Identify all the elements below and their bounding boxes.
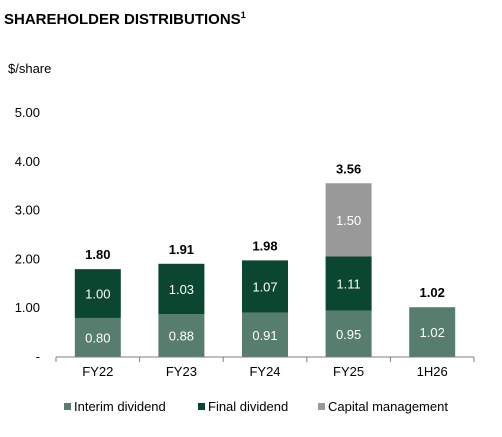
bar-segment xyxy=(325,183,372,257)
bars: 0.80 1.00 1.80 0.88 1.03 1.91 0.91 1.07 1.98 0.95… xyxy=(74,161,456,357)
bar-segment xyxy=(158,314,205,357)
y-tick-label: 3.00 xyxy=(15,203,40,218)
legend-swatch xyxy=(198,403,205,410)
y-tick-label: - xyxy=(36,349,40,364)
bar-segment xyxy=(74,317,121,357)
chart-title: SHAREHOLDER DISTRIBUTIONS1 xyxy=(4,10,246,28)
bar-segment-label: 0.91 xyxy=(252,328,277,343)
legend-label: Final dividend xyxy=(208,399,288,414)
bar-total-label: 1.02 xyxy=(420,285,445,300)
bar-segment-label: 1.07 xyxy=(252,279,277,294)
y-axis-unit-label: $/share xyxy=(8,61,51,76)
bar-segment xyxy=(74,269,121,318)
y-tick-label: 5.00 xyxy=(15,105,40,120)
bar-segment xyxy=(409,307,456,357)
bar-total-label: 3.56 xyxy=(336,161,361,176)
bar-segment-label: 0.80 xyxy=(85,330,110,345)
y-tick-label: 1.00 xyxy=(15,300,40,315)
legend: Interim dividend Final dividend Capital ma… xyxy=(64,399,448,414)
y-axis-ticks: - 1.00 2.00 3.00 4.00 5.00 xyxy=(15,105,40,364)
bar-segment xyxy=(325,256,372,311)
x-tick-label: FY24 xyxy=(249,364,280,379)
bar-segment-label: 1.02 xyxy=(420,325,445,340)
bar-segment-label: 1.11 xyxy=(336,277,360,292)
bar-total-label: 1.80 xyxy=(85,247,110,262)
bar-segment-label: 1.50 xyxy=(336,213,361,228)
bar-segment xyxy=(325,310,372,357)
chart-title-text: SHAREHOLDER DISTRIBUTIONS xyxy=(4,11,241,28)
legend-label: Capital management xyxy=(328,399,448,414)
bar-total-label: 1.98 xyxy=(252,238,277,253)
x-tick-label: FY22 xyxy=(82,364,113,379)
bar-segment-label: 0.95 xyxy=(336,327,361,342)
chart-title-footnote: 1 xyxy=(241,10,246,20)
legend-swatch xyxy=(64,403,71,410)
bar-segment-label: 1.00 xyxy=(85,287,110,302)
y-tick-label: 4.00 xyxy=(15,154,40,169)
x-tick-label: FY23 xyxy=(166,364,197,379)
bar-segment-label: 1.03 xyxy=(169,282,194,297)
bar-segment xyxy=(158,263,205,315)
x-axis: FY22 FY23 FY24 FY25 1H26 xyxy=(55,356,475,379)
bar-segment-label: 0.88 xyxy=(169,329,194,344)
legend-label: Interim dividend xyxy=(74,399,166,414)
x-tick-label: FY25 xyxy=(333,364,364,379)
bar-segment xyxy=(242,260,288,313)
bar-segment xyxy=(242,312,288,357)
bar-total-label: 1.91 xyxy=(169,242,194,257)
x-tick-label: 1H26 xyxy=(417,364,448,379)
y-tick-label: 2.00 xyxy=(15,251,40,266)
legend-swatch xyxy=(318,403,325,410)
